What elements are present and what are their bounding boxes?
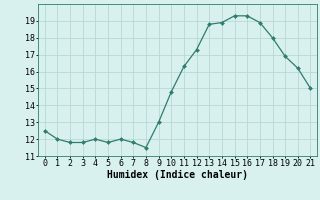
X-axis label: Humidex (Indice chaleur): Humidex (Indice chaleur) — [107, 170, 248, 180]
